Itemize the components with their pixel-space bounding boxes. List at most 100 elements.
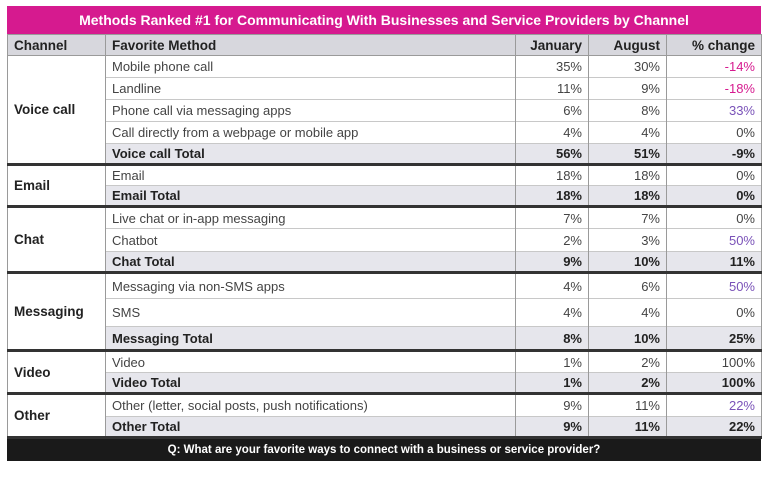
table-title: Methods Ranked #1 for Communicating With… [7, 6, 761, 34]
method-cell: Call directly from a webpage or mobile a… [105, 121, 516, 144]
table-row: Chat Live chat or in-app messaging 7% 7% 0% [7, 206, 762, 274]
table-row: Call directly from a webpage or mobile a… [8, 121, 762, 144]
method-cell: Other Total [105, 416, 516, 439]
change-cell: 100% [666, 350, 762, 373]
change-cell: 22% [666, 393, 762, 417]
january-cell: 4% [515, 121, 589, 144]
january-cell: 7% [515, 206, 589, 229]
january-cell: 9% [515, 416, 589, 439]
method-cell: Email [105, 164, 516, 186]
change-cell: 22% [666, 416, 762, 439]
channel-cell: Chat [7, 206, 106, 274]
change-cell: 0% [666, 185, 762, 208]
survey-question: Q: What are your favorite ways to connec… [7, 439, 761, 461]
change-cell: 0% [666, 206, 762, 229]
method-cell: Live chat or in-app messaging [105, 206, 516, 229]
change-cell: 0% [666, 298, 762, 327]
january-cell: 4% [515, 298, 589, 327]
august-cell: 18% [588, 185, 667, 208]
january-cell: 6% [515, 99, 589, 122]
method-cell: Other (letter, social posts, push notifi… [105, 393, 516, 417]
august-cell: 2% [588, 372, 667, 395]
january-cell: 8% [515, 326, 589, 352]
method-cell: Email Total [105, 185, 516, 208]
change-cell: 100% [666, 372, 762, 395]
january-cell: 1% [515, 350, 589, 373]
method-cell: Chatbot [105, 228, 516, 252]
august-cell: 11% [588, 416, 667, 439]
table-row: SMS 4% 4% 0% [8, 298, 762, 327]
january-cell: 56% [515, 143, 589, 166]
method-cell: Phone call via messaging apps [105, 99, 516, 122]
table-row: Email Email 18% 18% 0% [7, 164, 762, 208]
table-row: Other Other (letter, social posts, push n… [7, 393, 762, 439]
january-cell: 2% [515, 228, 589, 252]
august-cell: 51% [588, 143, 667, 166]
column-header-channel: Channel [7, 34, 106, 56]
change-cell: 33% [666, 99, 762, 122]
august-cell: 6% [588, 272, 667, 299]
table-row: Phone call via messaging apps 6% 8% 33% [8, 99, 762, 122]
august-cell: 2% [588, 350, 667, 373]
august-cell: 3% [588, 228, 667, 252]
method-cell: Landline [105, 77, 516, 100]
total-row: Video Total 1% 2% 100% [8, 372, 762, 395]
change-cell: 25% [666, 326, 762, 352]
table-row: Messaging Messaging via non-SMS apps 4% 6% 5… [7, 272, 762, 352]
january-cell: 9% [515, 393, 589, 417]
method-cell: SMS [105, 298, 516, 327]
table-row: Voice call Mobile phone call 35% 30% -14% [7, 55, 762, 166]
table-body: Voice call Mobile phone call 35% 30% -14% Lan… [7, 55, 762, 439]
total-row: Messaging Total 8% 10% 25% [8, 326, 762, 352]
method-cell: Video [105, 350, 516, 373]
total-row: Chat Total 9% 10% 11% [8, 251, 762, 274]
change-cell: -14% [666, 55, 762, 78]
august-cell: 10% [588, 326, 667, 352]
total-row: Voice call Total 56% 51% -9% [8, 143, 762, 166]
table-frame: Methods Ranked #1 for Communicating With… [7, 6, 762, 461]
method-cell: Mobile phone call [105, 55, 516, 78]
channel-cell: Voice call [7, 55, 106, 166]
change-cell: 0% [666, 121, 762, 144]
column-header-method: Favorite Method [105, 34, 516, 56]
method-cell: Voice call Total [105, 143, 516, 166]
august-cell: 9% [588, 77, 667, 100]
channel-cell: Email [7, 164, 106, 208]
change-cell: -9% [666, 143, 762, 166]
total-row: Other Total 9% 11% 22% [8, 416, 762, 439]
channel-cell: Video [7, 350, 106, 395]
change-cell: 11% [666, 251, 762, 274]
header-row: Channel Favorite Method January August %… [7, 34, 762, 56]
august-cell: 8% [588, 99, 667, 122]
august-cell: 18% [588, 164, 667, 186]
method-cell: Video Total [105, 372, 516, 395]
channel-cell: Other [7, 393, 106, 439]
august-cell: 10% [588, 251, 667, 274]
change-cell: 50% [666, 228, 762, 252]
method-cell: Messaging via non-SMS apps [105, 272, 516, 299]
change-cell: 50% [666, 272, 762, 299]
method-cell: Chat Total [105, 251, 516, 274]
august-cell: 4% [588, 298, 667, 327]
august-cell: 30% [588, 55, 667, 78]
total-row: Email Total 18% 18% 0% [8, 185, 762, 208]
change-cell: 0% [666, 164, 762, 186]
column-header-january: January [515, 34, 589, 56]
channel-cell: Messaging [7, 272, 106, 352]
january-cell: 35% [515, 55, 589, 78]
january-cell: 4% [515, 272, 589, 299]
january-cell: 18% [515, 164, 589, 186]
column-header-change: % change [666, 34, 762, 56]
table-row: Video Video 1% 2% 100% [7, 350, 762, 395]
data-table: Channel Favorite Method January August %… [7, 34, 762, 439]
january-cell: 18% [515, 185, 589, 208]
august-cell: 7% [588, 206, 667, 229]
table-row: Landline 11% 9% -18% [8, 77, 762, 100]
january-cell: 1% [515, 372, 589, 395]
january-cell: 9% [515, 251, 589, 274]
august-cell: 4% [588, 121, 667, 144]
change-cell: -18% [666, 77, 762, 100]
table-row: Chatbot 2% 3% 50% [8, 228, 762, 252]
august-cell: 11% [588, 393, 667, 417]
january-cell: 11% [515, 77, 589, 100]
